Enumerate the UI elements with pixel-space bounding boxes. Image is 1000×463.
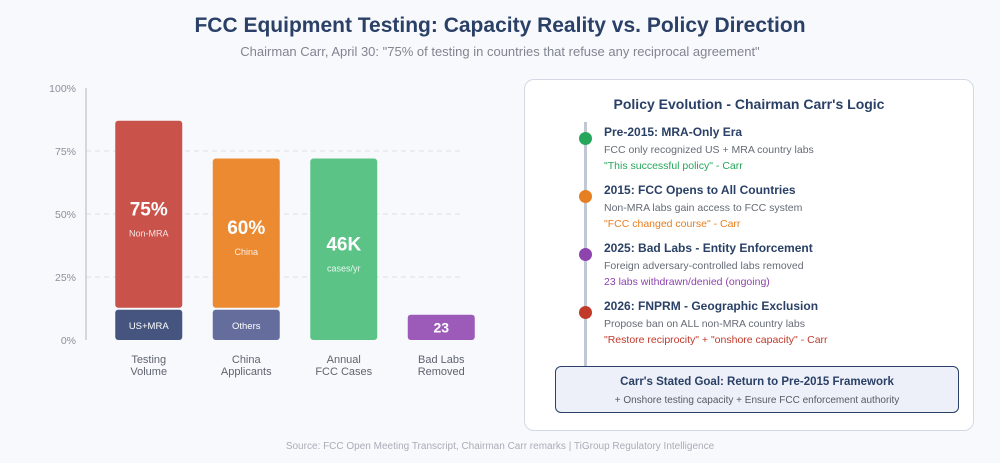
event-quote: "This successful policy" - Carr [604, 160, 743, 172]
chart-subtitle: Chairman Carr, April 30: "75% of testing… [240, 44, 760, 59]
timeline-line [584, 122, 587, 370]
y-tick-label: 25% [55, 272, 76, 284]
event-description: Foreign adversary-controlled labs remove… [604, 260, 804, 272]
y-tick-label: 0% [61, 335, 76, 347]
x-category-label: Removed [418, 366, 465, 378]
x-category-label: Bad Labs [418, 354, 465, 366]
bar-sub-label: Non-MRA [129, 228, 169, 238]
timeline-dot [579, 132, 592, 145]
timeline-dot [579, 248, 592, 261]
event-quote: "Restore reciprocity" + "onshore capacit… [604, 334, 828, 346]
goal-description: + Onshore testing capacity + Ensure FCC … [614, 395, 900, 406]
x-category-label: Volume [130, 366, 167, 378]
bar-segment-top [310, 158, 378, 340]
bar-segment-top [115, 120, 183, 308]
goal-title: Carr's Stated Goal: Return to Pre-2015 F… [620, 376, 894, 388]
bar-value-label: 23 [433, 319, 449, 335]
timeline-dot [579, 306, 592, 319]
event-description: Propose ban on ALL non-MRA country labs [604, 318, 805, 330]
x-category-label: China [232, 354, 262, 366]
event-quote: "FCC changed course" - Carr [604, 218, 741, 230]
timeline-dot [579, 190, 592, 203]
event-title: Pre-2015: MRA-Only Era [604, 125, 743, 139]
bar-segment-bottom [115, 309, 183, 340]
bar-value-label: 75% [130, 199, 168, 220]
bar-sub-label: cases/yr [327, 263, 361, 273]
policy-evolution-panel: Policy Evolution - Chairman Carr's Logic… [524, 79, 974, 431]
event-quote: 23 labs withdrawn/denied (ongoing) [604, 276, 770, 288]
event-description: Non-MRA labs gain access to FCC system [604, 202, 803, 214]
x-category-label: Applicants [221, 366, 272, 378]
chart-title: FCC Equipment Testing: Capacity Reality … [194, 14, 806, 37]
event-description: FCC only recognized US + MRA country lab… [604, 144, 814, 156]
bar-segment-label: Others [232, 321, 261, 332]
panel-title: Policy Evolution - Chairman Carr's Logic [613, 96, 885, 112]
bar-chart: 0% 25% 50% 75% 100% US+MRA 75% Non-MRA TestingVo… [49, 83, 475, 378]
x-category-label: FCC Cases [315, 366, 372, 378]
source-note: Source: FCC Open Meeting Transcript, Cha… [285, 441, 715, 452]
bar-sub-label: China [234, 247, 258, 257]
y-tick-label: 50% [55, 209, 76, 221]
event-title: 2025: Bad Labs - Entity Enforcement [604, 241, 813, 255]
bar-value-label: 60% [227, 218, 265, 239]
y-tick-label: 100% [49, 83, 76, 95]
stated-goal-box: Carr's Stated Goal: Return to Pre-2015 F… [555, 366, 959, 413]
bar-segment-bottom [212, 309, 280, 340]
bar-segment-label: US+MRA [129, 321, 170, 332]
bar-segment-top [212, 158, 280, 308]
bar-segment-top [407, 314, 475, 340]
event-title: 2015: FCC Opens to All Countries [604, 183, 796, 197]
x-category-label: Testing [131, 354, 166, 366]
y-tick-label: 75% [55, 146, 76, 158]
bar-value-label: 46K [326, 234, 361, 255]
x-category-label: Annual [327, 354, 361, 366]
event-title: 2026: FNPRM - Geographic Exclusion [604, 299, 819, 313]
